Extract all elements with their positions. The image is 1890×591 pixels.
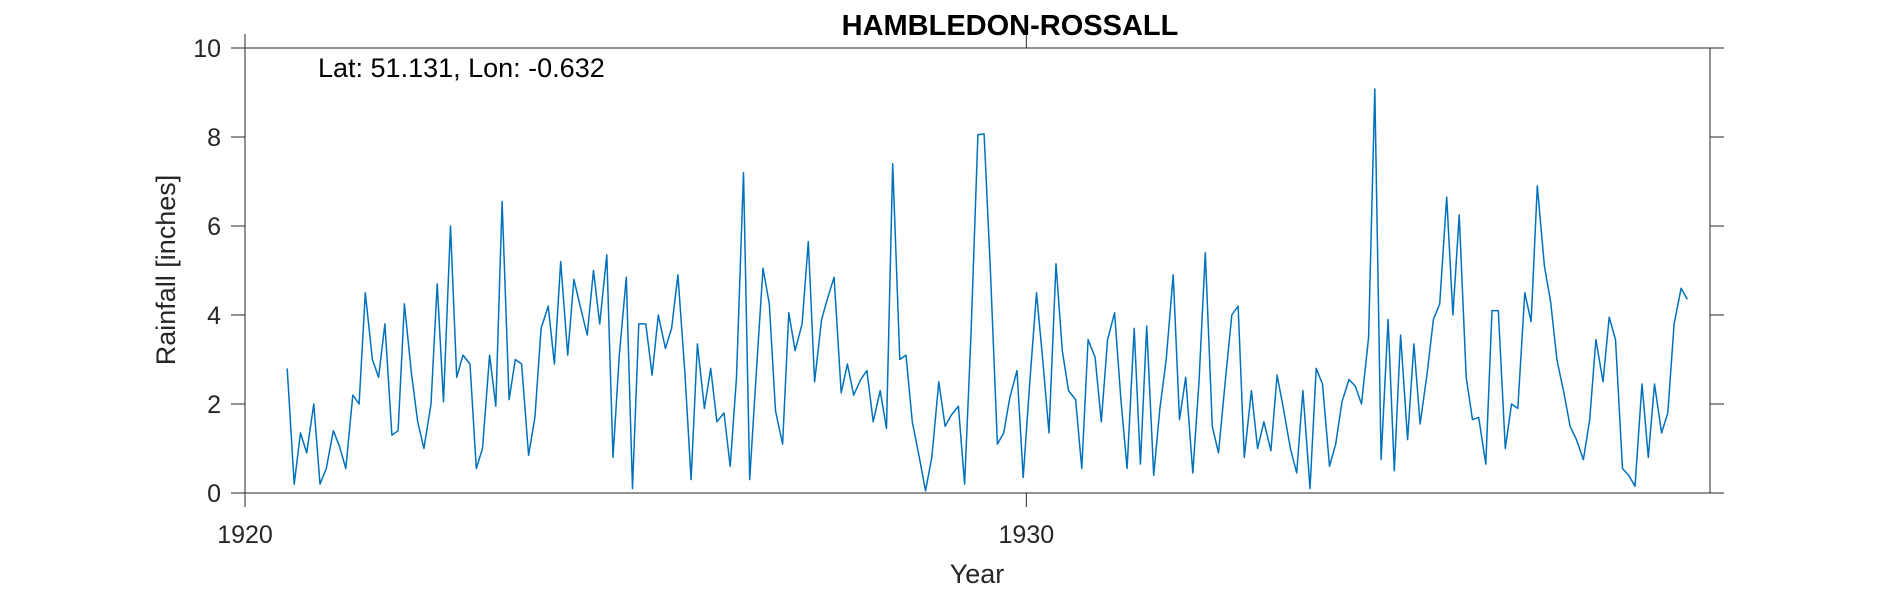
chart-title: HAMBLEDON-ROSSALL	[842, 10, 1179, 42]
y-axis-label: Rainfall [inches]	[151, 175, 181, 366]
y-tick-label: 10	[193, 35, 221, 63]
x-tick-label: 1920	[217, 521, 273, 549]
y-tick-label: 6	[207, 213, 221, 241]
y-tick-label: 8	[207, 124, 221, 152]
y-tick-label: 4	[207, 302, 221, 330]
x-axis-ticks: 1920 1930	[217, 34, 1054, 549]
rainfall-series-line	[286, 88, 1688, 492]
location-annotation: Lat: 51.131, Lon: -0.632	[318, 53, 605, 83]
plot-area-frame	[244, 47, 1711, 494]
y-tick-label: 0	[207, 480, 221, 508]
x-tick-label: 1930	[999, 521, 1055, 549]
y-axis-ticks: 0 2 4 6 8 10	[193, 35, 1724, 508]
y-tick-label: 2	[207, 391, 221, 419]
x-axis-label: Year	[950, 559, 1005, 589]
